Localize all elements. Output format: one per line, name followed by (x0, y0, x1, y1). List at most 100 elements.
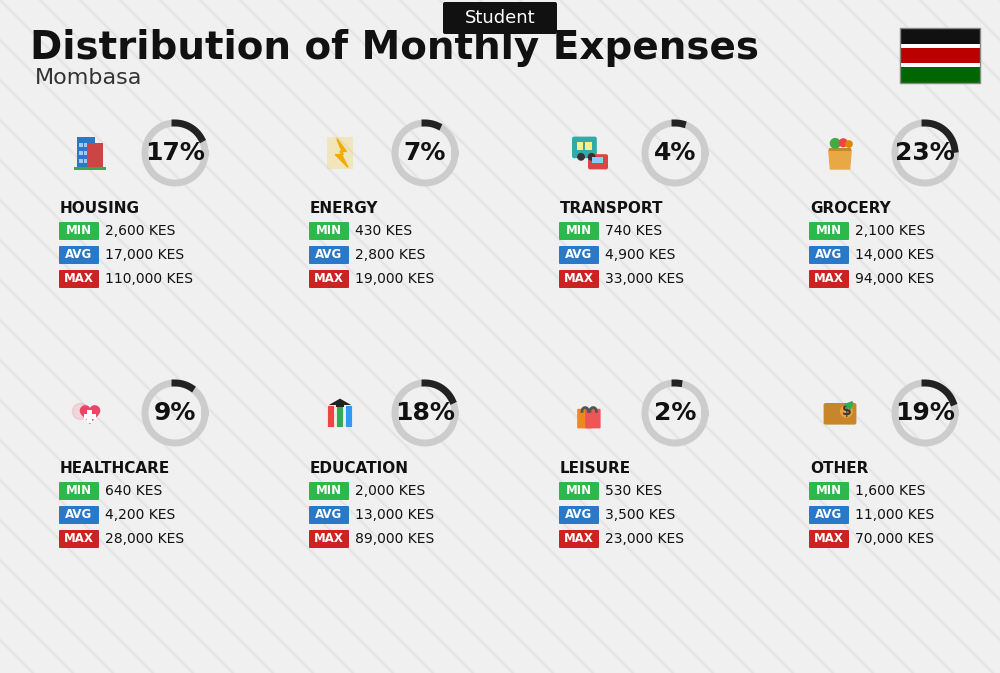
Text: MAX: MAX (564, 273, 594, 285)
Text: MIN: MIN (66, 225, 92, 238)
Text: AVG: AVG (815, 248, 843, 262)
Bar (900, 63, 980, 67)
Text: TRANSPORT: TRANSPORT (560, 201, 664, 216)
Text: LEISURE: LEISURE (560, 461, 631, 476)
Text: 640 KES: 640 KES (105, 484, 162, 498)
Text: 1,600 KES: 1,600 KES (855, 484, 926, 498)
Text: MIN: MIN (566, 225, 592, 238)
Bar (327, 405, 334, 427)
Polygon shape (329, 398, 351, 405)
Text: MIN: MIN (816, 485, 842, 497)
Text: 17,000 KES: 17,000 KES (105, 248, 184, 262)
Text: EDUCATION: EDUCATION (310, 461, 409, 476)
FancyBboxPatch shape (559, 506, 599, 524)
Text: MAX: MAX (314, 532, 344, 546)
FancyBboxPatch shape (809, 246, 849, 264)
Bar (87, 143, 103, 169)
Text: MAX: MAX (564, 532, 594, 546)
Bar (84, 414, 96, 419)
FancyBboxPatch shape (809, 222, 849, 240)
Text: 2,100 KES: 2,100 KES (855, 224, 925, 238)
Text: 9%: 9% (154, 401, 196, 425)
FancyBboxPatch shape (309, 246, 349, 264)
Bar (900, 28, 980, 44)
FancyBboxPatch shape (559, 270, 599, 288)
Polygon shape (335, 139, 348, 168)
Bar (77, 137, 95, 169)
Text: Distribution of Monthly Expenses: Distribution of Monthly Expenses (30, 29, 759, 67)
Text: Student: Student (465, 9, 535, 27)
Bar (345, 405, 352, 427)
FancyBboxPatch shape (559, 482, 599, 500)
Bar (84, 151, 87, 155)
Text: Mombasa: Mombasa (35, 68, 142, 88)
FancyBboxPatch shape (59, 482, 99, 500)
Text: AVG: AVG (315, 509, 343, 522)
Text: 17%: 17% (145, 141, 205, 165)
Bar (900, 28, 980, 49)
Bar (327, 137, 353, 169)
Text: 23,000 KES: 23,000 KES (605, 532, 684, 546)
Text: MAX: MAX (314, 273, 344, 285)
Bar (577, 142, 583, 150)
Text: MIN: MIN (566, 485, 592, 497)
FancyBboxPatch shape (588, 154, 608, 170)
Text: 19%: 19% (895, 401, 955, 425)
Text: 4%: 4% (654, 141, 696, 165)
Polygon shape (80, 406, 100, 423)
FancyBboxPatch shape (443, 2, 557, 34)
FancyBboxPatch shape (559, 530, 599, 548)
Circle shape (839, 139, 847, 147)
Polygon shape (829, 150, 851, 169)
Text: MAX: MAX (64, 273, 94, 285)
Text: 7%: 7% (404, 141, 446, 165)
FancyBboxPatch shape (309, 482, 349, 500)
Text: MIN: MIN (66, 485, 92, 497)
Circle shape (72, 403, 88, 419)
Text: 13,000 KES: 13,000 KES (355, 508, 434, 522)
Text: 2,800 KES: 2,800 KES (355, 248, 425, 262)
Text: 110,000 KES: 110,000 KES (105, 272, 193, 286)
Text: 14,000 KES: 14,000 KES (855, 248, 934, 262)
Text: 70,000 KES: 70,000 KES (855, 532, 934, 546)
Text: MAX: MAX (814, 273, 844, 285)
Bar (336, 404, 344, 406)
Text: AVG: AVG (65, 248, 93, 262)
FancyBboxPatch shape (59, 530, 99, 548)
Bar (900, 44, 980, 48)
Text: $: $ (842, 404, 851, 419)
FancyBboxPatch shape (309, 530, 349, 548)
Bar (900, 63, 980, 83)
Circle shape (578, 153, 584, 160)
Text: AVG: AVG (815, 509, 843, 522)
Circle shape (830, 139, 840, 148)
Text: 11,000 KES: 11,000 KES (855, 508, 934, 522)
FancyBboxPatch shape (824, 403, 856, 425)
Bar (585, 142, 592, 150)
Text: AVG: AVG (65, 509, 93, 522)
Bar (592, 157, 603, 163)
Text: MAX: MAX (64, 532, 94, 546)
FancyBboxPatch shape (59, 506, 99, 524)
Text: 28,000 KES: 28,000 KES (105, 532, 184, 546)
FancyBboxPatch shape (559, 222, 599, 240)
Text: 2%: 2% (654, 401, 696, 425)
FancyBboxPatch shape (59, 270, 99, 288)
Text: 2,600 KES: 2,600 KES (105, 224, 175, 238)
Bar (84, 143, 87, 147)
Text: 94,000 KES: 94,000 KES (855, 272, 934, 286)
Circle shape (588, 153, 595, 160)
Text: 18%: 18% (395, 401, 455, 425)
Text: 430 KES: 430 KES (355, 224, 412, 238)
FancyBboxPatch shape (809, 530, 849, 548)
Bar (829, 147, 851, 151)
Bar (87, 410, 92, 423)
Bar (79, 159, 83, 163)
Text: 2,000 KES: 2,000 KES (355, 484, 425, 498)
Text: AVG: AVG (565, 509, 593, 522)
Bar (900, 28, 980, 83)
FancyBboxPatch shape (572, 137, 597, 158)
Bar (84, 159, 87, 163)
Bar (336, 405, 343, 427)
Circle shape (846, 141, 852, 147)
